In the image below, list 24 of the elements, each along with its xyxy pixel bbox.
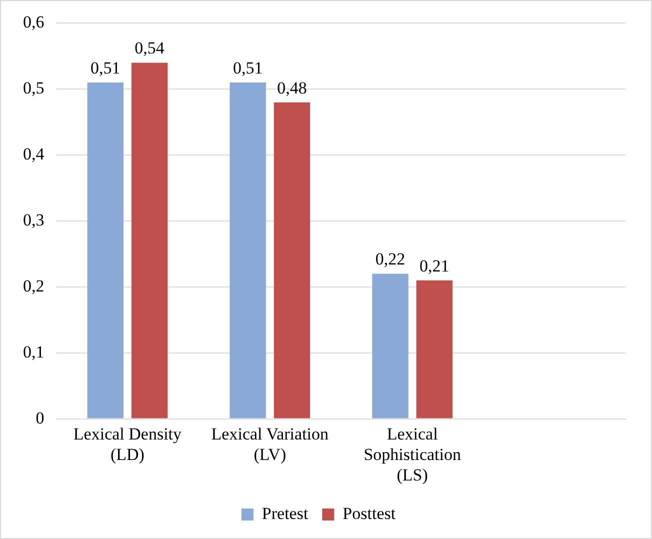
y-tick-label: 0,5 xyxy=(23,78,44,98)
bar xyxy=(131,62,168,418)
x-tick-label: Lexical Density (LD) xyxy=(73,424,182,464)
y-tick-label: 0,3 xyxy=(23,210,44,230)
data-label: 0,54 xyxy=(134,38,165,58)
data-label: 0,48 xyxy=(277,78,307,98)
x-tick-label: Lexical Variation (LV) xyxy=(211,424,330,464)
y-tick-label: 0,4 xyxy=(23,144,45,164)
data-label: 0,22 xyxy=(375,250,406,269)
x-tick-label: Lexical Sophistication (LS) xyxy=(364,424,462,484)
y-tick-label: 0 xyxy=(36,408,44,428)
data-label: 0,21 xyxy=(420,256,450,276)
bar xyxy=(372,274,408,418)
bar xyxy=(230,82,266,418)
y-tick-label: 0,1 xyxy=(23,342,44,362)
bar xyxy=(87,82,124,418)
data-label: 0,51 xyxy=(232,58,263,78)
data-label: 0,51 xyxy=(90,58,120,78)
bar xyxy=(274,102,310,418)
y-tick-label: 0,6 xyxy=(23,12,44,32)
legend-label: Posttest xyxy=(342,504,396,523)
bar xyxy=(416,280,453,418)
legend-label: Pretest xyxy=(262,504,308,523)
y-tick-label: 0,2 xyxy=(23,276,44,296)
